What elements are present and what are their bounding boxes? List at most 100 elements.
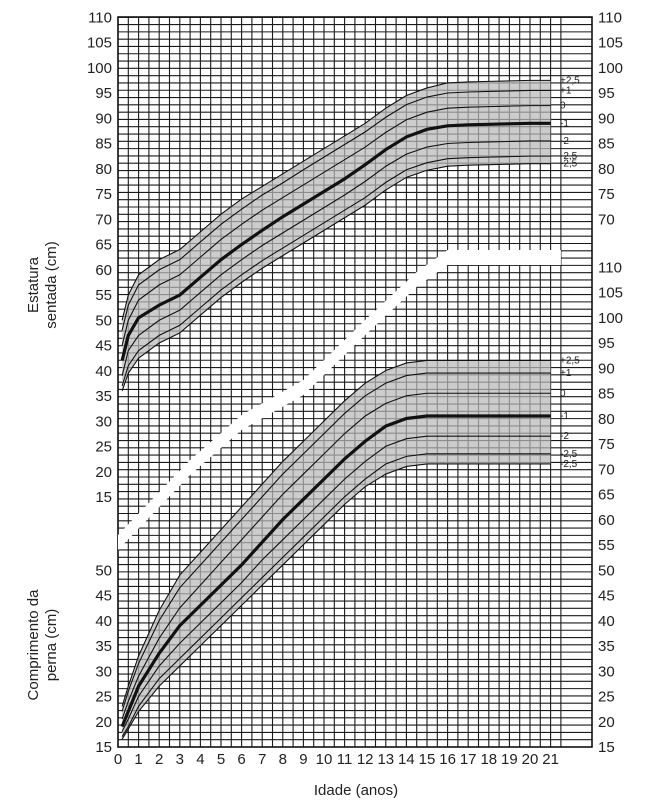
left-tick-label: 110 [88, 9, 112, 26]
x-tick-label: 5 [217, 751, 225, 768]
x-tick-label: 16 [439, 751, 456, 768]
sitting-height-line--1 [121, 140, 551, 376]
left-tick-label: 20 [95, 714, 112, 731]
x-tick-label: 19 [501, 751, 518, 768]
leg-length-sd-label: 0 [560, 388, 566, 399]
right-tick-label: 115 [598, 0, 622, 1]
left-tick-label: 30 [95, 413, 112, 430]
right-tick-label: 95 [598, 85, 615, 102]
sitting-height-sd-label: +2,5 [560, 75, 580, 86]
right-tick-label: 85 [598, 386, 615, 403]
x-tick-label: 14 [398, 751, 415, 768]
left-tick-label: 25 [95, 439, 112, 456]
right-tick-label: 35 [598, 638, 615, 655]
x-tick-label: 3 [176, 751, 184, 768]
right-tick-label: 110 [598, 259, 622, 276]
right-tick-label: 75 [598, 186, 615, 203]
left-tick-label: 35 [95, 388, 112, 405]
y-axis-label-sitting-height: Estaturasentada (cm) [25, 241, 60, 329]
left-tick-label: 80 [95, 161, 112, 178]
left-tick-label: 50 [95, 312, 112, 329]
leg-length-sd-label: -1 [560, 411, 569, 422]
sitting-height-sd-label: -2,5 [560, 151, 578, 162]
left-tick-label: 15 [95, 739, 112, 756]
x-tick-label: 6 [237, 751, 245, 768]
x-tick-label: 13 [377, 751, 394, 768]
sitting-height-shaded-band [122, 80, 551, 391]
right-tick-label: 60 [598, 512, 615, 529]
right-tick-label: 50 [598, 562, 615, 579]
right-tick-label: 55 [598, 537, 615, 554]
left-tick-label: 95 [95, 85, 112, 102]
sitting-height-line-+1 [121, 105, 551, 346]
y-axis-label-sitting-height-line: Estatura [25, 256, 42, 313]
right-tick-label: 90 [598, 110, 615, 127]
left-tick-label: 85 [95, 136, 112, 153]
right-tick-label: 95 [598, 335, 615, 352]
x-tick-label: 11 [337, 751, 353, 768]
right-tick-label: 30 [598, 663, 615, 680]
leg-length-line--2 [121, 453, 551, 737]
x-tick-label: 10 [316, 751, 333, 768]
right-tick-label: 70 [598, 461, 615, 478]
left-tick-label: 30 [95, 663, 112, 680]
right-tick-label: 20 [598, 714, 615, 731]
leg-length-sd-label: +1 [560, 368, 572, 379]
plot-frame [117, 16, 593, 748]
left-tick-label: 25 [95, 689, 112, 706]
axis-labels: Idade (anos) Estaturasentada (cm) Comprime… [25, 241, 398, 799]
sitting-height-line--2 [121, 155, 551, 387]
left-tick-label: 40 [95, 613, 112, 630]
sitting-height-sd-label: 0 [560, 101, 566, 112]
x-tick-label: 21 [542, 751, 559, 768]
x-tick-label: 12 [357, 751, 374, 768]
leg-length-sd-label: -2 [560, 431, 569, 442]
sitting-height-sd-label: -2,5 [560, 159, 578, 170]
left-tick-label: 70 [95, 211, 112, 228]
right-tick-label: 45 [598, 588, 615, 605]
leg-length-line-+1 [121, 392, 551, 720]
sitting-height-sd-label: +1 [560, 85, 572, 96]
left-tick-label: 40 [95, 363, 112, 380]
right-tick-label: 105 [598, 285, 623, 302]
left-tick-label: 20 [95, 464, 112, 481]
left-tick-label: 35 [95, 638, 112, 655]
sitting-height-sd-label: -1 [560, 118, 569, 129]
right-tick-label: 70 [598, 211, 615, 228]
x-tick-label: 2 [155, 751, 163, 768]
left-tick-label: 60 [95, 262, 112, 279]
x-tick-label: 9 [299, 751, 307, 768]
left-tick-label: 55 [95, 287, 112, 304]
x-tick-label: 0 [114, 751, 122, 768]
left-tick-label: 75 [95, 186, 112, 203]
x-tick-label: 7 [258, 751, 266, 768]
left-tick-label: 90 [95, 110, 112, 127]
sd-bands [118, 80, 561, 740]
right-tick-label: 85 [598, 136, 615, 153]
x-tick-label: 15 [419, 751, 436, 768]
sitting-height-line-+2 [121, 89, 551, 331]
left-tick-label: 105 [87, 35, 112, 52]
leg-length-line--2,5 [121, 463, 551, 740]
leg-length-shaded-band [122, 360, 551, 740]
right-tick-label: 65 [598, 487, 615, 504]
x-tick-label: 17 [460, 751, 477, 768]
right-tick-label: 15 [598, 739, 615, 756]
right-tick-label: 80 [598, 411, 615, 428]
y-axis-label-leg-length: Comprimento daperna (cm) [25, 589, 60, 701]
leg-length-sd-label: -2,5 [560, 449, 578, 460]
percentile-lines [120, 79, 551, 740]
left-tick-label: 115 [88, 0, 112, 1]
right-tick-label: 100 [598, 60, 623, 77]
right-tick-label: 105 [598, 35, 623, 52]
x-tick-label: 18 [480, 751, 497, 768]
left-tick-label: 65 [95, 237, 112, 254]
right-tick-label: 75 [598, 436, 615, 453]
x-tick-label: 8 [279, 751, 287, 768]
leg-length-sd-label: +2,5 [560, 355, 580, 366]
y-axis-label-leg-length-line: perna (cm) [43, 609, 60, 682]
sitting-height-line--2,5 [121, 163, 551, 392]
x-tick-label: 20 [522, 751, 539, 768]
leg-length-line-+2 [121, 372, 551, 712]
